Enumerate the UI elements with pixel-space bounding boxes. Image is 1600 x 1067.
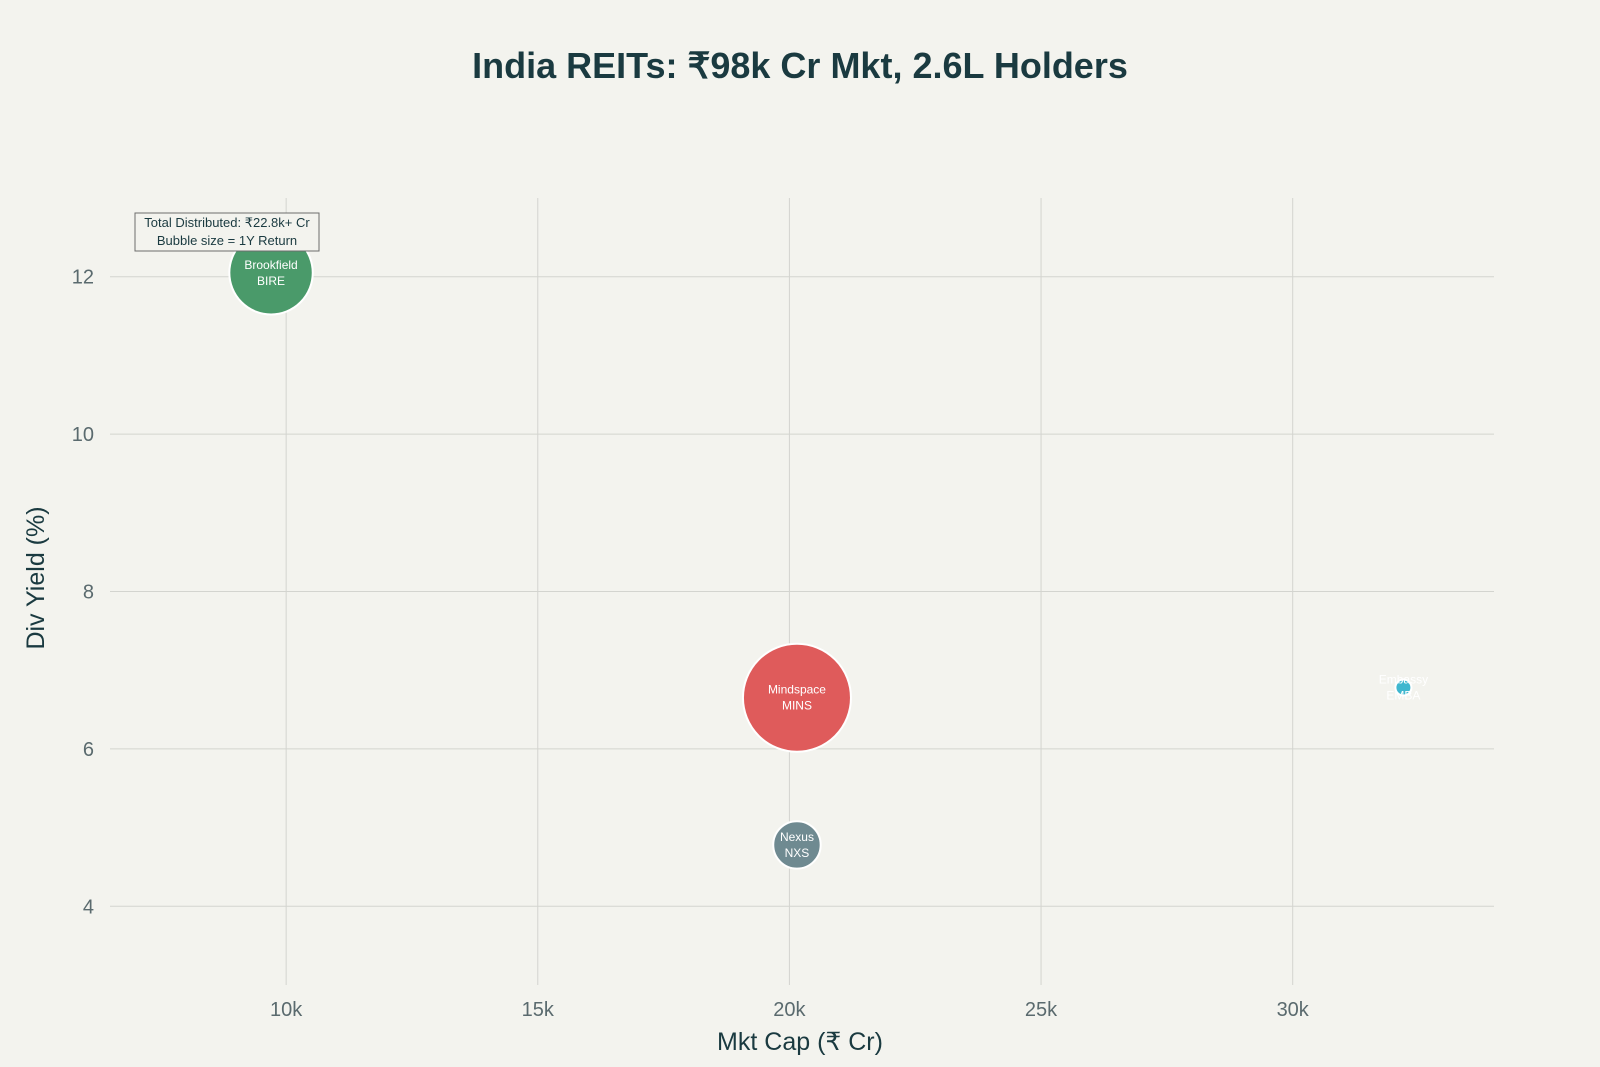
x-tick-label: 10k	[270, 999, 303, 1021]
grid	[110, 198, 1494, 985]
y-tick-label: 4	[83, 896, 94, 918]
y-tick-label: 10	[72, 424, 94, 446]
x-tick-label: 25k	[1025, 999, 1058, 1021]
bubble-mins	[741, 642, 852, 753]
y-axis-title: Div Yield (%)	[22, 506, 50, 649]
x-tick-label: 15k	[522, 999, 555, 1021]
x-axis-title: Mkt Cap (₹ Cr)	[717, 1028, 883, 1056]
bubble-nxs	[772, 820, 822, 870]
bubble-label-ticker: MINS	[782, 699, 812, 713]
axis-ticks: 10k 15k 20k 25k 30k 4 6 8 10 12	[72, 267, 1310, 1021]
annotation-box	[134, 212, 320, 252]
y-tick-label: 6	[83, 739, 94, 761]
bubble-label-name: Mindspace	[768, 683, 826, 697]
bubble-label-name: Nexus	[780, 830, 814, 844]
bubble-emba	[1394, 678, 1413, 697]
bubble-label-ticker: EMBA	[1386, 689, 1420, 703]
y-tick-label: 12	[72, 267, 94, 289]
y-tick-label: 8	[83, 582, 94, 604]
annotation: Total Distributed: ₹22.8k+ Cr Bubble siz…	[134, 212, 320, 252]
annotation-line-2: Bubble size = 1Y Return	[157, 233, 297, 248]
bubble-label-ticker: NXS	[785, 846, 810, 860]
chart-title: India REITs: ₹98k Cr Mkt, 2.6L Holders	[472, 45, 1128, 86]
x-tick-label: 20k	[773, 999, 806, 1021]
bubble-label-ticker: BIRE	[257, 274, 285, 288]
bubble-label-name: Embassy	[1379, 673, 1428, 687]
bubble-label-name: Brookfield	[244, 258, 297, 272]
bubbles: Brookfield BIRE Mindspace MINS Nexus NXS Embas…	[228, 230, 1428, 870]
x-tick-label: 30k	[1277, 999, 1310, 1021]
annotation-line-1: Total Distributed: ₹22.8k+ Cr	[144, 215, 310, 230]
